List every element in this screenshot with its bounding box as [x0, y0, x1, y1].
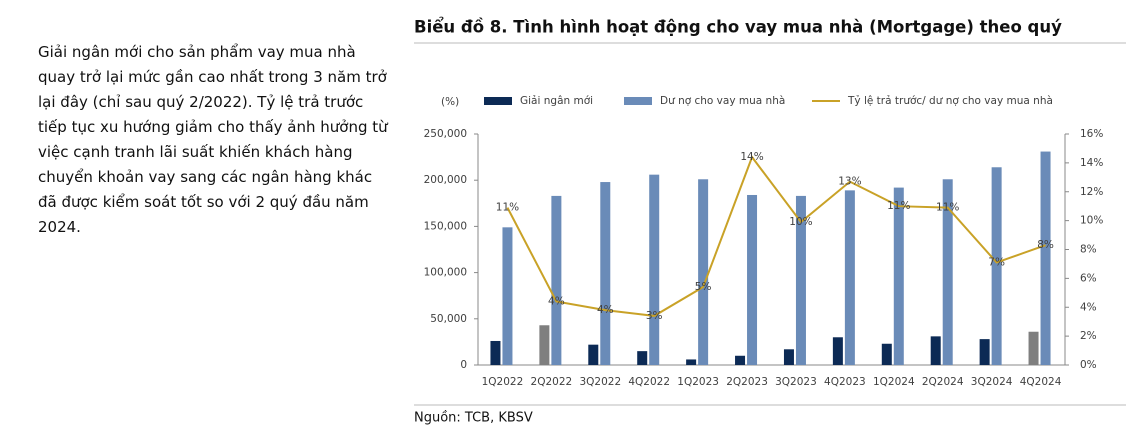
bar	[600, 182, 611, 365]
y2-tick-label: 8%	[1080, 244, 1097, 256]
y2-tick-label: 10%	[1080, 215, 1103, 227]
y-tick-label: 50,000	[430, 313, 467, 325]
x-tick-label: 2Q2023	[726, 376, 768, 388]
y2-tick-label: 4%	[1080, 301, 1097, 313]
side-text-line: tiếp tục xu hướng giảm cho thấy ảnh hưởn…	[38, 118, 388, 136]
y2-tick-label: 6%	[1080, 272, 1097, 284]
bar	[1028, 331, 1039, 365]
data-label: 4%	[597, 304, 614, 316]
y2-tick-label: 12%	[1080, 186, 1103, 198]
data-label: 4%	[548, 295, 565, 307]
y2-tick-label: 14%	[1080, 157, 1103, 169]
y-tick-label: 200,000	[424, 174, 467, 186]
bar	[686, 359, 697, 365]
legend-label: Tỷ lệ trả trước/ dư nợ cho vay mua nhà	[847, 95, 1053, 107]
bar	[551, 195, 562, 365]
data-label: 11%	[496, 202, 519, 214]
y-tick-label: 150,000	[424, 220, 467, 232]
bar	[490, 340, 501, 365]
side-text-line: 2024.	[38, 218, 81, 236]
data-label: 11%	[936, 202, 959, 214]
x-tick-label: 1Q2022	[482, 376, 524, 388]
side-text-line: lại đây (chỉ sau quý 2/2022). Tỷ lệ trả …	[38, 93, 364, 111]
bar	[637, 351, 648, 365]
y2-tick-label: 16%	[1080, 128, 1103, 140]
bar	[539, 325, 550, 365]
data-label: 11%	[887, 200, 910, 212]
bar	[502, 227, 513, 365]
y-unit: (%)	[441, 96, 459, 108]
line	[506, 155, 1046, 317]
side-text-line: chuyển khoản vay sang các ngân hàng khác	[38, 168, 373, 186]
bar	[1040, 151, 1051, 365]
x-tick-label: 2Q2024	[922, 376, 964, 388]
chart-title: Biểu đồ 8. Tình hình hoạt động cho vay m…	[414, 18, 1062, 37]
bar	[783, 349, 794, 365]
bar	[832, 337, 843, 365]
x-tick-label: 4Q2022	[628, 376, 670, 388]
side-text-line: Giải ngân mới cho sản phẩm vay mua nhà	[38, 43, 356, 61]
bar	[795, 195, 806, 365]
bar	[942, 179, 953, 365]
data-label: 14%	[740, 151, 763, 163]
source: Nguồn: TCB, KBSV	[414, 411, 533, 426]
bar	[747, 194, 758, 365]
data-label: 8%	[1037, 239, 1054, 251]
bar	[588, 344, 599, 365]
bar	[930, 336, 941, 365]
bar	[881, 343, 892, 365]
bar	[991, 167, 1002, 365]
data-label: 13%	[838, 176, 861, 188]
side-text-line: việc cạnh tranh lãi suất khiến khách hàn…	[38, 143, 353, 161]
side-text: Giải ngân mới cho sản phẩm vay mua nhà qu…	[38, 40, 388, 240]
bar	[979, 339, 990, 365]
x-tick-label: 2Q2022	[531, 376, 573, 388]
y2-tick-label: 0%	[1080, 359, 1097, 371]
x-tick-label: 3Q2024	[971, 376, 1013, 388]
data-label: 7%	[988, 256, 1005, 268]
y-tick-label: 250,000	[424, 128, 467, 140]
legend-label: Giải ngân mới	[520, 95, 593, 107]
y2-tick-label: 2%	[1080, 330, 1097, 342]
legend-swatch	[624, 97, 652, 105]
bar	[698, 179, 709, 365]
x-tick-label: 3Q2022	[579, 376, 621, 388]
legend-label: Dư nợ cho vay mua nhà	[660, 95, 785, 107]
bar	[844, 190, 855, 365]
side-text-line: đã được kiểm soát tốt so với 2 quý đầu n…	[38, 193, 369, 211]
x-tick-label: 1Q2024	[873, 376, 915, 388]
data-label: 10%	[789, 216, 812, 228]
bar	[893, 187, 904, 365]
side-text-line: quay trở lại mức gần cao nhất trong 3 nă…	[38, 68, 387, 86]
x-tick-label: 4Q2024	[1020, 376, 1062, 388]
x-tick-label: 3Q2023	[775, 376, 817, 388]
bar	[649, 174, 660, 365]
legend-swatch	[484, 97, 512, 105]
x-tick-label: 1Q2023	[677, 376, 719, 388]
y-tick-label: 0	[460, 359, 467, 371]
data-label: 5%	[695, 281, 712, 293]
data-label: 3%	[646, 310, 663, 322]
x-tick-label: 4Q2023	[824, 376, 866, 388]
bar	[735, 355, 746, 365]
y-tick-label: 100,000	[424, 267, 467, 279]
